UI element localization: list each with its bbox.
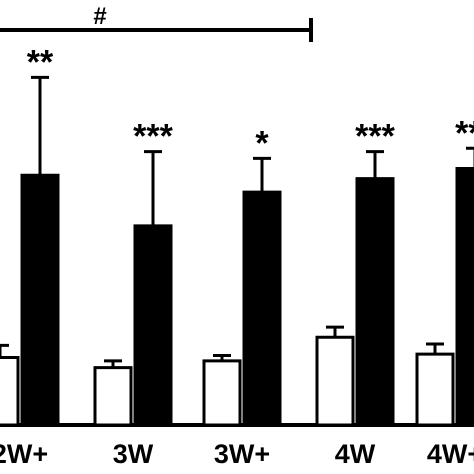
x-tick-label: 3W (113, 439, 154, 469)
x-tick-label: 4W (335, 439, 376, 469)
bar-white (415, 352, 455, 427)
comparison-bracket: # (0, 3, 313, 42)
bar-black (355, 177, 395, 427)
bar-white (93, 366, 133, 427)
x-tick-label: 3W+ (214, 439, 270, 469)
bar-white (315, 335, 355, 427)
significance-label: * (255, 124, 269, 162)
x-tick-label: 4W+ (427, 439, 474, 469)
bar-white (0, 356, 20, 427)
significance-label: ** (27, 43, 54, 81)
bar-black (455, 167, 474, 427)
bar-white (202, 359, 242, 427)
bar-black (133, 224, 173, 427)
bracket-label: # (93, 3, 106, 30)
bar-group: ** 2W+ *** 3W * 3W+ *** 4W *** 4W+ (0, 43, 474, 469)
significance-label: *** (355, 118, 395, 156)
significance-label: *** (133, 118, 173, 156)
x-tick-label: 2W+ (0, 439, 48, 469)
significance-label: *** (455, 114, 474, 152)
bar-black (20, 173, 60, 427)
bar-black (242, 190, 282, 427)
